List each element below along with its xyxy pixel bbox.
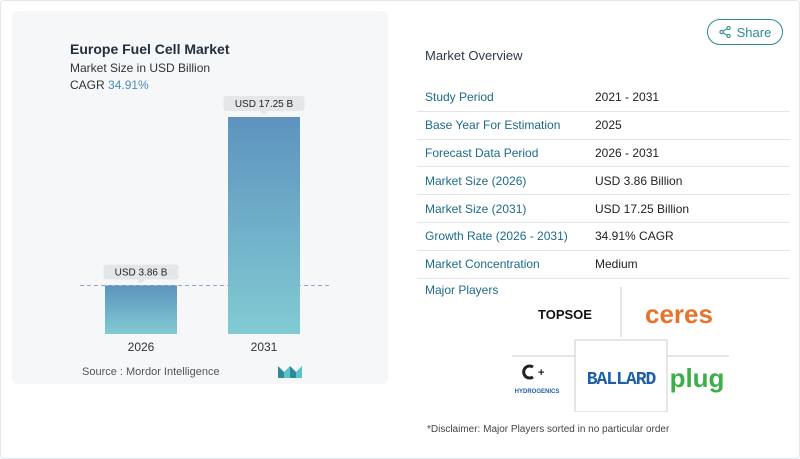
table-row: Forecast Data Period 2026 - 2031	[417, 139, 790, 168]
chart-card	[12, 11, 388, 384]
market-overview-table: Study Period 2021 - 2031 Base Year For Es…	[417, 84, 790, 279]
cagr-label: CAGR	[70, 78, 105, 92]
table-row: Study Period 2021 - 2031	[417, 84, 790, 112]
ballard-logo: BALLARD	[587, 370, 657, 390]
row-key: Forecast Data Period	[417, 139, 587, 168]
table-row: Base Year For Estimation 2025	[417, 111, 790, 140]
row-key: Market Size (2031)	[417, 194, 587, 223]
share-icon	[718, 26, 731, 38]
row-key: Market Concentration	[417, 250, 587, 279]
x-tick-label: 2026	[128, 340, 155, 354]
row-value: 2025	[587, 111, 790, 140]
bar-2026	[105, 285, 177, 334]
chart-source: Source : Mordor Intelligence	[82, 366, 220, 378]
table-row: Market Size (2026) USD 3.86 Billion	[417, 166, 790, 196]
data-label: USD 3.86 B	[115, 267, 168, 278]
data-label-pointer	[260, 111, 268, 115]
table-row: Growth Rate (2026 - 2031) 34.91% CAGR	[417, 222, 790, 251]
data-label-box	[103, 264, 179, 280]
row-key: Market Size (2026)	[417, 166, 587, 196]
bar-2031	[228, 117, 300, 334]
disclaimer-note: *Disclaimer: Major Players sorted in no …	[427, 424, 670, 435]
row-value: 2026 - 2031	[587, 139, 790, 168]
plug-logo: plug	[670, 363, 725, 393]
data-label-box	[223, 96, 305, 111]
major-players-logo-grid: TOPSOE ceres + HYDROGENICS BALLARD plug	[512, 287, 729, 412]
topsoe-logo: TOPSOE	[538, 307, 592, 322]
ceres-logo: ceres	[645, 299, 713, 329]
chart-subtitle: Market Size in USD Billion	[70, 61, 211, 75]
row-value: 34.91% CAGR	[587, 222, 790, 251]
table-row: Market Size (2031) USD 17.25 Billion	[417, 194, 790, 223]
x-tick-label: 2031	[251, 340, 278, 354]
mordor-logo-icon	[278, 366, 302, 378]
cummins-c-icon	[522, 364, 534, 380]
svg-text:+: +	[538, 367, 544, 379]
hydrogenics-logo: + HYDROGENICS	[515, 364, 560, 395]
row-key: Study Period	[417, 84, 587, 112]
row-key: Growth Rate (2026 - 2031)	[417, 222, 587, 251]
row-value: USD 17.25 Billion	[587, 194, 790, 223]
data-label-pointer	[137, 279, 145, 284]
row-key: Base Year For Estimation	[417, 111, 587, 140]
share-label: Share	[736, 24, 772, 40]
chart-title: Europe Fuel Cell Market	[70, 41, 230, 57]
market-overview-title: Market Overview	[425, 48, 523, 63]
table-row: Market Concentration Medium	[417, 250, 790, 279]
row-value: USD 3.86 Billion	[587, 166, 790, 196]
bar-chart: USD 3.86 B 2026 USD 17.25 B 2031	[80, 96, 330, 354]
row-value: Medium	[587, 250, 790, 279]
major-players-title: Major Players	[425, 283, 499, 297]
data-label: USD 17.25 B	[235, 99, 294, 110]
chart-cagr: CAGR 34.91%	[70, 78, 149, 92]
grid-divider	[574, 339, 668, 412]
share-button[interactable]: Share	[707, 19, 783, 45]
hydrogenics-logo-text: HYDROGENICS	[515, 389, 560, 395]
row-value: 2021 - 2031	[587, 84, 790, 112]
cagr-value: 34.91%	[108, 78, 149, 92]
